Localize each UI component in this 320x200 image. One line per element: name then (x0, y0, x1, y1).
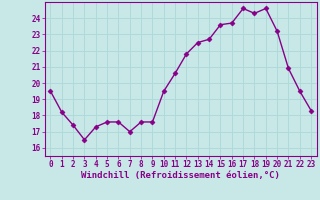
X-axis label: Windchill (Refroidissement éolien,°C): Windchill (Refroidissement éolien,°C) (81, 171, 280, 180)
